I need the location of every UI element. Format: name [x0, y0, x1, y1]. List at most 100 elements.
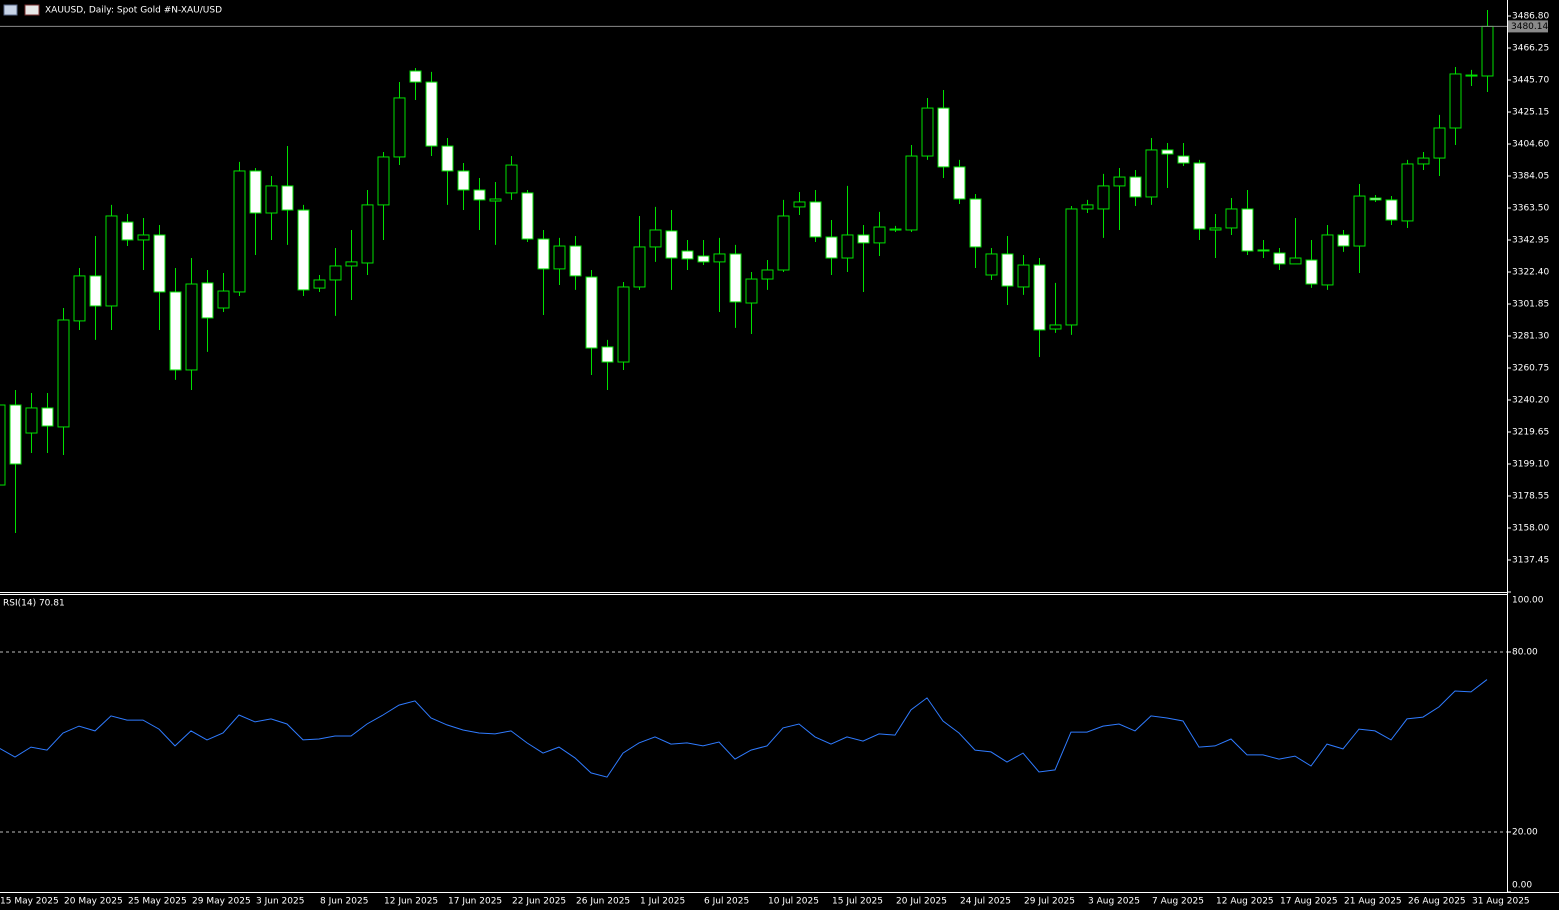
x-tick-label: 29 May 2025	[192, 897, 251, 907]
candle-body	[1017, 264, 1030, 288]
candle-body	[937, 107, 950, 168]
x-tick-label: 1 Jul 2025	[640, 897, 685, 907]
candle-body	[1001, 253, 1014, 287]
candle-body	[1481, 25, 1494, 77]
candle-body	[297, 209, 310, 291]
x-tick-label: 7 Aug 2025	[1152, 897, 1204, 907]
candle-body	[425, 81, 438, 147]
y-tick-label: 3178.55	[1512, 492, 1549, 502]
y-tick-label: 3240.20	[1512, 396, 1549, 406]
candle-body	[361, 204, 374, 264]
candle-body	[1241, 208, 1254, 252]
candle-body	[921, 107, 934, 157]
candle-body	[969, 198, 982, 248]
candle-body	[1145, 149, 1158, 198]
candle-body	[217, 290, 230, 309]
candle-body	[1289, 257, 1302, 265]
candle-body	[41, 407, 54, 427]
candle-body	[73, 275, 86, 322]
x-tick-label: 22 Jun 2025	[512, 897, 566, 907]
icon-chart[interactable]	[24, 4, 40, 16]
candle-body	[1225, 208, 1238, 229]
candle-body	[201, 282, 214, 319]
x-tick-label: 15 May 2025	[0, 897, 59, 907]
candle-body	[761, 269, 774, 280]
x-tick-label: 31 Aug 2025	[1472, 897, 1530, 907]
candle-body	[313, 279, 326, 289]
candle-body	[233, 170, 246, 293]
candle-body	[553, 245, 566, 270]
x-tick-label: 21 Aug 2025	[1344, 897, 1402, 907]
x-tick-label: 15 Jul 2025	[832, 897, 883, 907]
candle-body	[569, 245, 582, 277]
y-tick-label: 3322.40	[1512, 268, 1549, 278]
candle-body	[489, 198, 502, 202]
y-tick-label: 100.00	[1512, 596, 1544, 606]
x-tick-label: 12 Aug 2025	[1216, 897, 1274, 907]
y-tick-label: 20.00	[1512, 828, 1538, 838]
y-tick-label: 3301.85	[1512, 300, 1549, 310]
candle-body	[1097, 185, 1110, 210]
candle-body	[1305, 259, 1318, 285]
candle-body	[121, 221, 134, 241]
candle-body	[329, 265, 342, 281]
x-tick-label: 17 Jun 2025	[448, 897, 502, 907]
candle-body	[1065, 208, 1078, 326]
x-tick-label: 10 Jul 2025	[768, 897, 819, 907]
candle-body	[745, 278, 758, 304]
candle-body	[153, 234, 166, 293]
candle-body	[1353, 195, 1366, 247]
candle-body	[457, 170, 470, 191]
candle-body	[57, 319, 70, 428]
candle-body	[953, 166, 966, 200]
candle-body	[905, 155, 918, 231]
x-tick-label: 20 Jul 2025	[896, 897, 947, 907]
x-tick-label: 25 May 2025	[128, 897, 187, 907]
candle-body	[265, 185, 278, 214]
y-tick-label: 3281.30	[1512, 332, 1549, 342]
candle-body	[1177, 155, 1190, 164]
candle-body	[249, 170, 262, 214]
candle-body	[1385, 199, 1398, 221]
x-tick-label: 24 Jul 2025	[960, 897, 1011, 907]
candle-body	[537, 238, 550, 270]
candle-body	[697, 255, 710, 263]
candle-body	[1321, 234, 1334, 286]
candle-body	[169, 291, 182, 371]
candle-body	[473, 189, 486, 201]
indicator-title: RSI(14) 70.81	[3, 599, 65, 609]
candle-body	[713, 253, 726, 263]
x-tick-label: 29 Jul 2025	[1024, 897, 1075, 907]
candle-body	[1273, 252, 1286, 265]
candle-body	[729, 253, 742, 303]
x-tick-label: 26 Aug 2025	[1408, 897, 1466, 907]
candle-body	[809, 201, 822, 238]
candle-body	[377, 156, 390, 206]
candle-body	[1433, 127, 1446, 159]
y-tick-label: 3260.75	[1512, 364, 1549, 374]
candle-body	[25, 407, 38, 434]
candle-body	[1033, 264, 1046, 331]
candle-body	[793, 201, 806, 208]
y-tick-label: 3342.95	[1512, 236, 1549, 246]
x-tick-label: 3 Jun 2025	[256, 897, 304, 907]
candle-body	[281, 185, 294, 211]
icon-table[interactable]	[3, 4, 18, 16]
x-tick-label: 3 Aug 2025	[1088, 897, 1140, 907]
x-tick-label: 12 Jun 2025	[384, 897, 438, 907]
y-tick-label: 3158.00	[1512, 524, 1549, 534]
candle-body	[0, 404, 6, 486]
candle-body	[777, 215, 790, 271]
candle-body	[601, 346, 614, 363]
candle-body	[857, 234, 870, 244]
candle-body	[841, 234, 854, 259]
candle-body	[681, 250, 694, 260]
candle-body	[617, 286, 630, 363]
candle-body	[441, 145, 454, 172]
candle-body	[345, 261, 358, 267]
y-tick-label: 0.00	[1512, 881, 1532, 891]
candle-body	[985, 253, 998, 276]
candle-body	[825, 236, 838, 259]
candle-body	[9, 404, 22, 465]
